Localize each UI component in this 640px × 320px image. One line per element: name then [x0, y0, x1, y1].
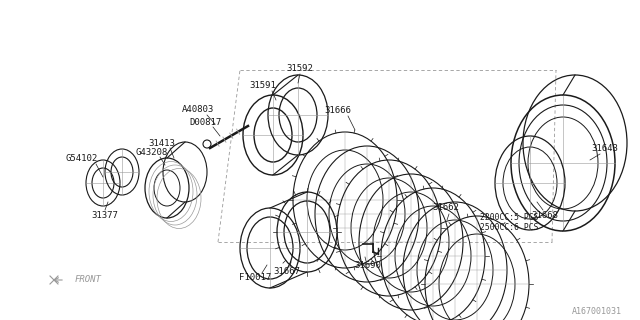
Text: 2500CC:6 PCS: 2500CC:6 PCS: [480, 223, 538, 233]
Text: F10017: F10017: [239, 274, 271, 283]
Text: 31667: 31667: [273, 268, 300, 276]
Text: 31666: 31666: [324, 106, 351, 115]
Text: 31592: 31592: [287, 63, 314, 73]
Text: D00817: D00817: [189, 117, 221, 126]
Text: 2200CC:5 PCS: 2200CC:5 PCS: [480, 213, 538, 222]
Text: G43208: G43208: [136, 148, 168, 156]
Text: 31377: 31377: [92, 211, 118, 220]
Text: 31643: 31643: [591, 143, 618, 153]
Text: A167001031: A167001031: [572, 308, 622, 316]
Text: A40803: A40803: [182, 105, 214, 114]
Text: 31662: 31662: [433, 204, 460, 212]
Text: 31413: 31413: [148, 139, 175, 148]
Text: G54102: G54102: [66, 154, 98, 163]
Text: 31668: 31668: [532, 211, 559, 220]
Text: 31690: 31690: [355, 261, 381, 270]
Text: 31591: 31591: [250, 81, 276, 90]
Text: FRONT: FRONT: [75, 276, 101, 284]
